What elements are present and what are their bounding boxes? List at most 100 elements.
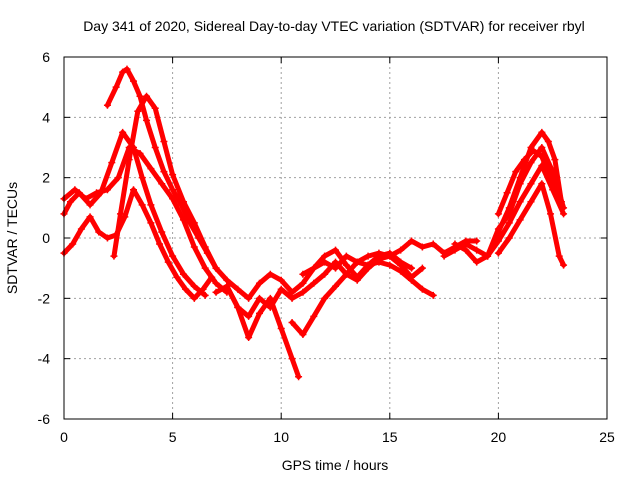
data-point-plus (408, 273, 416, 281)
data-point-plus (418, 243, 426, 251)
data-point-plus (288, 318, 296, 326)
data-point-plus (473, 246, 481, 254)
y-tick-label: -4 (38, 351, 51, 367)
data-point-plus (151, 104, 159, 112)
data-point-plus (440, 252, 448, 260)
data-point-plus (75, 189, 83, 197)
x-tick-label: 0 (60, 429, 68, 445)
data-point-plus (299, 270, 307, 278)
data-point-plus (544, 137, 552, 145)
y-tick-label: 0 (42, 230, 50, 246)
data-point-plus (555, 195, 563, 203)
data-point-plus (429, 240, 437, 248)
data-point-plus (560, 210, 568, 218)
data-point-plus (103, 234, 111, 242)
data-point-plus (130, 144, 138, 151)
y-tick-label: -2 (38, 290, 51, 306)
data-point-plus (386, 249, 394, 257)
data-point-plus (560, 261, 568, 269)
data-point-plus (547, 174, 555, 182)
data-point-plus (67, 198, 75, 206)
data-point-plus (201, 291, 209, 299)
data-point-plus (169, 171, 177, 179)
data-point-plus (332, 246, 339, 254)
data-point-plus (190, 282, 198, 290)
data-point-plus (212, 279, 220, 287)
data-point-plus (310, 264, 318, 272)
data-point-plus (516, 198, 524, 206)
series-line (495, 148, 562, 217)
data-point-plus (332, 282, 339, 290)
data-point-plus (527, 159, 535, 167)
series-track-13 (484, 162, 568, 260)
data-point-plus (223, 282, 231, 290)
data-point-plus (310, 312, 318, 320)
data-point-plus (223, 276, 231, 284)
data-point-plus (190, 243, 198, 251)
data-point-plus (547, 210, 555, 218)
data-point-plus (494, 210, 502, 218)
data-point-plus (529, 147, 537, 155)
data-point-plus (527, 180, 535, 188)
y-axis-label: SDTVAR / TECUs (4, 182, 20, 294)
data-point-plus (353, 273, 361, 281)
data-point-plus (484, 252, 492, 260)
data-point-plus (277, 325, 285, 332)
data-point-plus (527, 198, 535, 206)
series-line (61, 145, 230, 295)
data-point-plus (201, 243, 209, 251)
data-point-plus (397, 258, 405, 266)
data-point-plus (332, 258, 339, 266)
data-point-plus (277, 276, 285, 284)
data-point-plus (245, 334, 253, 342)
data-point-plus (179, 198, 187, 206)
data-point-plus (164, 258, 172, 266)
y-tick-label: 2 (42, 170, 50, 186)
data-point-plus (182, 285, 190, 293)
data-point-plus (288, 355, 296, 363)
data-point-plus (77, 225, 85, 233)
data-point-plus (342, 270, 350, 278)
data-point-plus (119, 68, 127, 76)
data-point-plus (179, 216, 187, 224)
data-point-plus (119, 128, 127, 136)
data-point-plus (108, 159, 116, 167)
data-point-plus (342, 252, 350, 260)
x-tick-label: 20 (491, 429, 507, 445)
data-point-plus (494, 225, 502, 233)
y-tick-label: 4 (42, 109, 50, 125)
data-point-plus (173, 273, 181, 281)
data-point-plus (147, 219, 155, 227)
x-tick-label: 5 (169, 429, 177, 445)
data-point-plus (494, 237, 502, 245)
data-point-plus (212, 288, 220, 296)
data-point-plus (169, 186, 177, 194)
data-point-plus (310, 279, 318, 287)
series-line (111, 93, 219, 271)
data-point-plus (190, 219, 198, 227)
data-point-plus (234, 285, 242, 293)
data-point-plus (208, 273, 216, 281)
data-point-plus (408, 237, 416, 245)
data-point-plus (429, 291, 437, 299)
data-point-plus (255, 294, 263, 302)
series-line (224, 283, 302, 380)
data-point-plus (353, 258, 361, 266)
x-tick-label: 10 (273, 429, 289, 445)
data-point-plus (397, 246, 405, 254)
data-point-plus (321, 294, 329, 302)
data-point-plus (418, 264, 426, 272)
data-point-plus (169, 195, 177, 203)
data-point-plus (234, 303, 242, 311)
data-point-plus (512, 168, 520, 176)
data-point-plus (190, 294, 198, 302)
data-point-plus (266, 294, 274, 302)
data-point-plus (342, 261, 350, 269)
data-point-plus (179, 270, 187, 278)
data-point-plus (321, 252, 329, 260)
data-point-plus (418, 285, 426, 293)
data-point-plus (503, 189, 511, 197)
data-point-plus (516, 180, 524, 188)
series-line (61, 187, 215, 301)
